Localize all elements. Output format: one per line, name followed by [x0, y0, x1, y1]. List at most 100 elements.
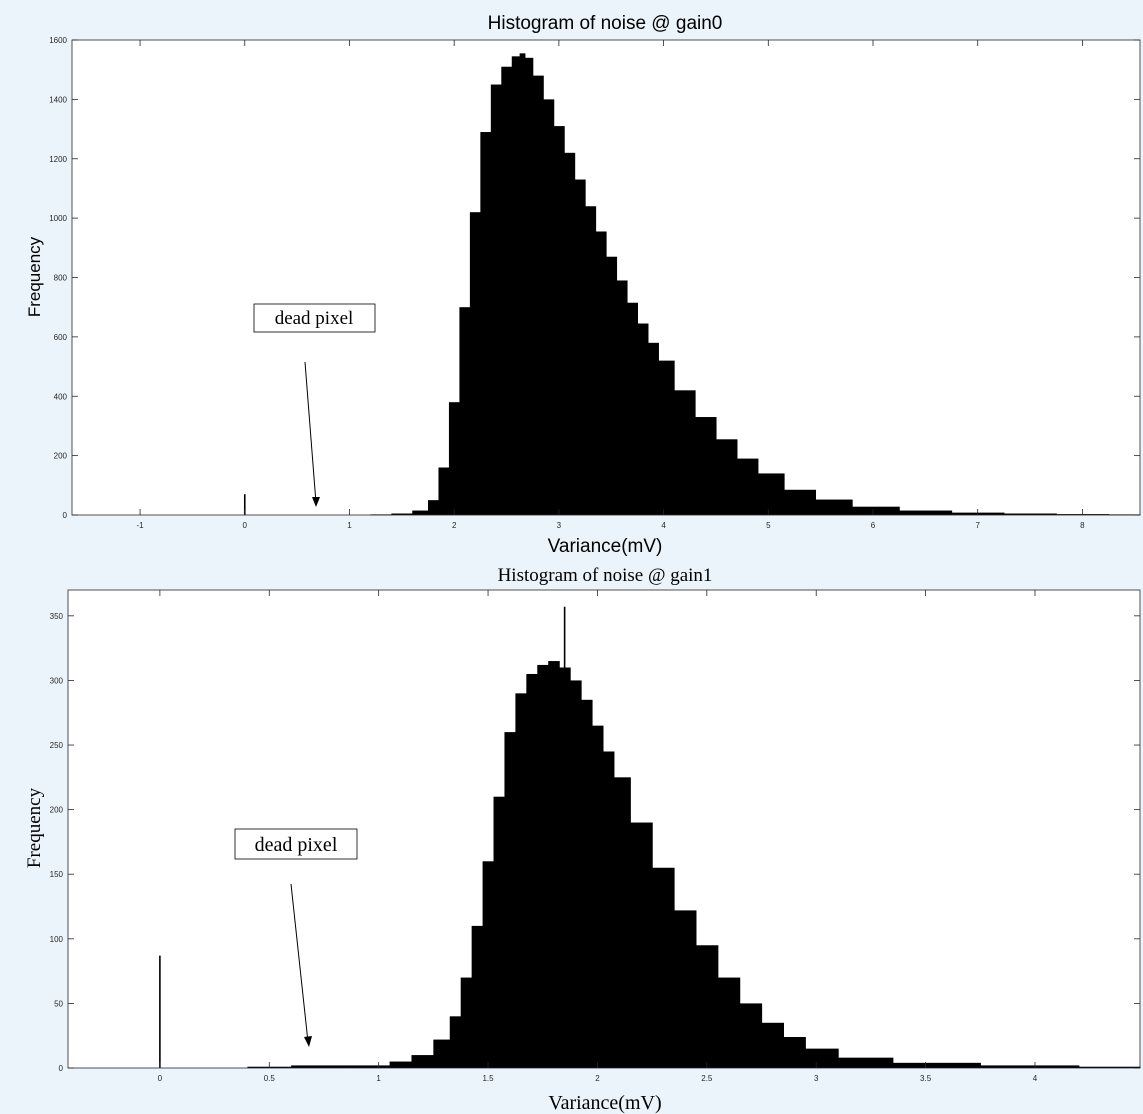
arrowhead-gain1	[304, 1036, 312, 1047]
histogram-bar	[717, 977, 741, 1068]
histogram-bar	[899, 510, 953, 515]
x-tick-label: 1	[347, 521, 352, 530]
histogram-bar	[345, 1065, 391, 1068]
y-tick-label: 1000	[49, 214, 67, 223]
x-tick-label: 2	[452, 521, 457, 530]
annotation-text-gain0: dead pixel	[275, 308, 354, 329]
histogram-bar	[852, 506, 900, 515]
histogram-bar	[532, 75, 544, 515]
annotation-box-gain1	[234, 828, 358, 860]
histogram-bar	[595, 231, 607, 515]
histogram-bar	[783, 1036, 806, 1068]
y-tick-label: 200	[54, 452, 68, 461]
y-tick-label: 800	[54, 274, 68, 283]
histogram-bar	[626, 302, 639, 515]
x-tick-label: -1	[136, 521, 144, 530]
x-tick-label: 1.5	[482, 1074, 494, 1083]
y-ticks-gain1: 0 50 100 150 200 250 300 350	[50, 612, 1140, 1073]
histogram-bar	[616, 280, 628, 515]
histogram-bar	[695, 945, 719, 1068]
histogram-bar	[652, 867, 675, 1068]
histogram-bar	[433, 1039, 451, 1068]
x-tick-label: 5	[766, 521, 771, 530]
histogram-bar	[438, 467, 450, 515]
histogram-bar	[459, 307, 471, 515]
y-tick-label: 150	[50, 870, 64, 879]
histogram-bar	[980, 1065, 1080, 1068]
histogram-bars-gain1	[247, 661, 1141, 1068]
histogram-bars-gain0	[370, 53, 1141, 516]
histogram-bar	[490, 84, 502, 515]
y-tick-label: 50	[54, 999, 63, 1008]
x-tick-label: 4	[1033, 1074, 1038, 1083]
histogram-bar	[482, 861, 495, 1068]
chart-title-gain0: Histogram of noise @ gain0	[488, 13, 723, 34]
histogram-bar	[428, 500, 440, 515]
y-tick-label: 250	[50, 741, 64, 750]
histogram-bar	[564, 152, 576, 515]
histogram-bar	[606, 256, 618, 515]
y-tick-label: 1200	[49, 155, 67, 164]
spikes-gain1	[159, 606, 566, 1068]
y-tick-label: 0	[63, 511, 68, 520]
histogram-bar	[543, 99, 555, 515]
x-tick-label: 6	[871, 521, 876, 530]
histogram-bar	[739, 1003, 763, 1068]
x-axis-label-gain1: Variance(mV)	[548, 1092, 661, 1114]
histogram-bar	[815, 499, 853, 515]
histogram-bar	[602, 751, 615, 1068]
histogram-bar	[1003, 513, 1057, 515]
histogram-bar	[537, 664, 549, 1068]
annotation-text-gain1: dead pixel	[255, 834, 338, 856]
histogram-bar	[574, 179, 586, 515]
histogram-bar	[504, 732, 516, 1068]
annotation-box-gain0	[253, 303, 376, 333]
x-tick-label: 3	[557, 521, 562, 530]
histogram-bar	[647, 342, 659, 515]
y-axis-label-gain0: Frequency	[25, 236, 44, 317]
histogram-bar	[658, 360, 675, 515]
x-tick-label: 2	[595, 1074, 600, 1083]
histogram-bar	[613, 777, 631, 1068]
y-tick-label: 600	[54, 333, 68, 342]
y-tick-label: 1600	[49, 36, 67, 45]
histogram-bar	[548, 661, 560, 1068]
histogram-bar	[526, 673, 538, 1068]
histogram-bar	[695, 417, 717, 515]
histogram-bar	[519, 53, 526, 515]
histogram-bar	[715, 439, 738, 515]
histogram-bar	[524, 57, 534, 515]
histogram-bar	[674, 390, 696, 515]
x-tick-label: 3.5	[920, 1074, 932, 1083]
annotation-arrow-gain1	[290, 883, 309, 1043]
y-tick-label: 0	[59, 1064, 64, 1073]
x-tick-label: 4	[661, 521, 666, 530]
histogram-bar	[630, 822, 653, 1068]
histogram-bar	[553, 126, 565, 515]
histogram-bar	[291, 1065, 347, 1068]
x-tick-label: 0	[243, 521, 248, 530]
histogram-bar	[411, 1055, 434, 1068]
x-tick-label: 1	[376, 1074, 381, 1083]
axes-box-gain1	[67, 589, 1141, 1069]
histogram-bar	[784, 489, 817, 515]
histogram-bar	[449, 1016, 462, 1068]
histogram-bar	[761, 1022, 784, 1068]
x-tick-label: 8	[1080, 521, 1085, 530]
y-tick-label: 350	[50, 612, 64, 621]
histogram-bar	[805, 1048, 839, 1068]
histogram-bar	[460, 977, 473, 1068]
x-tick-label: 0	[158, 1074, 163, 1083]
histogram-bar	[511, 56, 521, 515]
x-tick-label: 2.5	[701, 1074, 713, 1083]
histogram-bar	[570, 680, 582, 1068]
y-axis-label-gain1: Frequency	[24, 787, 45, 868]
chart-title-gain1: Histogram of noise @ gain1	[498, 565, 713, 586]
histogram-bar	[736, 458, 759, 515]
histogram-bar	[1078, 1066, 1141, 1068]
histogram-bar	[469, 212, 481, 515]
x-tick-label: 0.5	[264, 1074, 276, 1083]
chart-gain1: 0 0.5 1 1.5 2 2.5 3 3.5 4 050100150200250300350 …	[24, 565, 1141, 1114]
histogram-bar	[412, 510, 429, 515]
histogram-bar	[674, 910, 697, 1068]
